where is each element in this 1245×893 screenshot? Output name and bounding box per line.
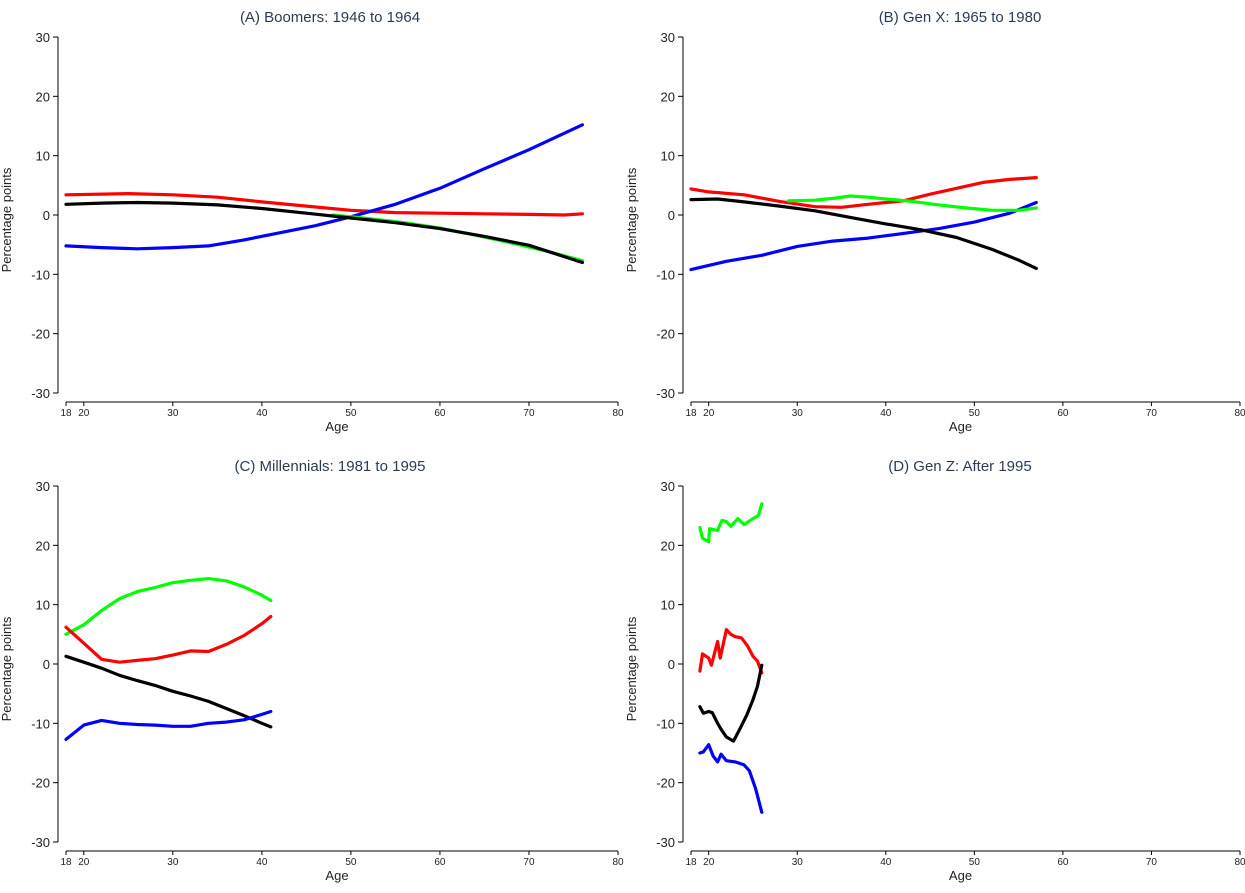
x-tick-label: 18 <box>685 408 697 419</box>
x-tick-label: 20 <box>703 408 715 419</box>
x-tick-label: 30 <box>792 408 804 419</box>
series-line <box>786 194 1038 212</box>
y-tick-label: 30 <box>36 30 50 45</box>
y-tick-label: -30 <box>31 835 50 850</box>
x-tick-label: 60 <box>434 408 446 419</box>
y-tick-label: 10 <box>661 598 675 613</box>
y-tick-label: -20 <box>656 327 675 342</box>
y-tick-label: -10 <box>656 267 675 282</box>
series-line <box>698 627 764 675</box>
y-tick-label: -20 <box>31 327 50 342</box>
x-axis-title: Age <box>949 419 972 434</box>
series-line <box>689 176 1038 209</box>
series-line <box>64 576 273 636</box>
series-line <box>698 663 764 743</box>
y-axis-title: Percentage points <box>624 616 639 721</box>
x-tick-label: 70 <box>1146 857 1158 868</box>
y-tick-label: -10 <box>656 716 675 731</box>
y-tick-label: 20 <box>661 538 675 553</box>
y-tick-label: 30 <box>661 479 675 494</box>
y-tick-label: -30 <box>31 386 50 401</box>
x-tick-label: 40 <box>880 408 892 419</box>
x-tick-label: 70 <box>1146 408 1158 419</box>
x-axis-title: Age <box>949 868 972 883</box>
y-tick-label: 10 <box>36 598 50 613</box>
y-tick-label: 0 <box>668 208 675 223</box>
y-tick-label: -30 <box>656 835 675 850</box>
y-tick-label: -10 <box>31 267 50 282</box>
series-line <box>331 213 585 263</box>
series-line <box>698 502 764 544</box>
series-line <box>64 123 585 251</box>
x-tick-label: 80 <box>1234 857 1245 868</box>
y-tick-label: 0 <box>43 208 50 223</box>
y-tick-label: -10 <box>31 716 50 731</box>
series-line <box>64 654 273 729</box>
x-tick-label: 40 <box>256 857 268 868</box>
x-tick-label: 30 <box>167 857 179 868</box>
series-line <box>64 709 273 742</box>
x-tick-label: 60 <box>434 857 446 868</box>
x-tick-label: 18 <box>60 857 72 868</box>
y-tick-label: 10 <box>36 149 50 164</box>
series-line <box>689 197 1038 270</box>
x-tick-label: 40 <box>880 857 892 868</box>
x-tick-label: 70 <box>523 857 535 868</box>
x-tick-label: 18 <box>60 408 72 419</box>
y-tick-label: 10 <box>661 149 675 164</box>
series-line <box>64 614 273 664</box>
x-tick-label: 50 <box>969 408 981 419</box>
panel-gen-z: (D) Gen Z: After 1995 30 20 10 0 -10 -20 -30 Per… <box>624 458 1245 883</box>
y-axis-title: Percentage points <box>624 167 639 272</box>
x-axis-title: Age <box>325 419 348 434</box>
series-line <box>698 743 764 814</box>
y-axis-title: Percentage points <box>0 616 14 721</box>
y-tick-label: 20 <box>661 89 675 104</box>
x-tick-label: 50 <box>969 857 981 868</box>
x-tick-label: 60 <box>1057 408 1069 419</box>
y-tick-label: 20 <box>36 89 50 104</box>
series-line <box>64 192 585 217</box>
y-tick-label: -30 <box>656 386 675 401</box>
y-tick-label: -20 <box>31 776 50 791</box>
x-tick-label: 80 <box>612 408 624 419</box>
y-axis-title: Percentage points <box>0 167 14 272</box>
panel-boomers: (A) Boomers: 1946 to 1964 30 20 10 0 -10 -20 -3… <box>0 9 624 434</box>
series-line <box>64 200 585 265</box>
y-tick-label: 20 <box>36 538 50 553</box>
x-tick-label: 80 <box>612 857 624 868</box>
y-tick-label: 30 <box>36 479 50 494</box>
y-tick-label: 30 <box>661 30 675 45</box>
x-tick-label: 80 <box>1234 408 1245 419</box>
panel-gen-x: (B) Gen X: 1965 to 1980 30 20 10 0 -10 -20 -30 P… <box>624 9 1245 434</box>
x-tick-label: 18 <box>685 857 697 868</box>
y-tick-label: -20 <box>656 776 675 791</box>
x-tick-label: 30 <box>167 408 179 419</box>
panel-title: (A) Boomers: 1946 to 1964 <box>240 9 420 26</box>
y-tick-label: 0 <box>43 657 50 672</box>
x-tick-label: 20 <box>78 857 90 868</box>
x-axis-title: Age <box>325 868 348 883</box>
x-tick-label: 60 <box>1057 857 1069 868</box>
y-tick-label: 0 <box>668 657 675 672</box>
x-tick-label: 20 <box>78 408 90 419</box>
panel-title: (B) Gen X: 1965 to 1980 <box>879 9 1042 26</box>
panel-title: (C) Millennials: 1981 to 1995 <box>235 458 426 475</box>
x-tick-label: 20 <box>703 857 715 868</box>
panel-title: (D) Gen Z: After 1995 <box>888 458 1031 475</box>
x-tick-label: 30 <box>792 857 804 868</box>
x-tick-label: 70 <box>523 408 535 419</box>
x-tick-label: 50 <box>345 408 357 419</box>
x-tick-label: 50 <box>345 857 357 868</box>
panel-millennials: (C) Millennials: 1981 to 1995 30 20 10 0 -10 -… <box>0 458 624 883</box>
x-tick-label: 40 <box>256 408 268 419</box>
series-line <box>689 200 1038 272</box>
